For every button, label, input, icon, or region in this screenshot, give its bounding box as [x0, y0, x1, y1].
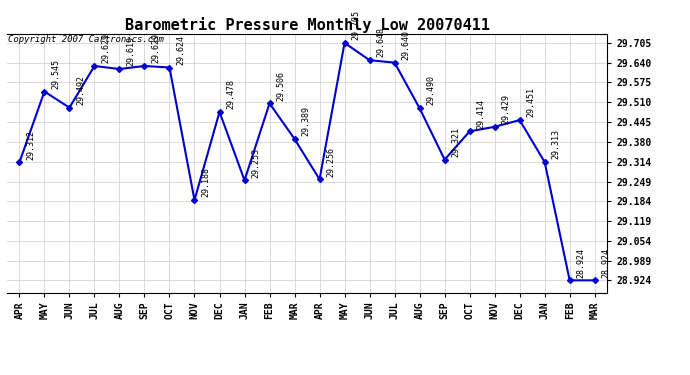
- Text: 29.490: 29.490: [426, 75, 435, 105]
- Text: 29.256: 29.256: [326, 147, 335, 177]
- Text: 28.924: 28.924: [577, 248, 586, 278]
- Text: 29.545: 29.545: [51, 59, 60, 89]
- Text: 29.629: 29.629: [151, 33, 160, 63]
- Text: 29.640: 29.640: [402, 30, 411, 60]
- Text: 29.429: 29.429: [502, 94, 511, 124]
- Text: 29.253: 29.253: [251, 147, 260, 177]
- Text: 29.492: 29.492: [77, 75, 86, 105]
- Text: 29.321: 29.321: [451, 127, 460, 157]
- Text: 29.414: 29.414: [477, 99, 486, 129]
- Text: Copyright 2007 Cartronics.com: Copyright 2007 Cartronics.com: [8, 35, 164, 44]
- Text: 29.389: 29.389: [302, 106, 310, 136]
- Text: 29.648: 29.648: [377, 27, 386, 57]
- Text: 29.478: 29.478: [226, 79, 235, 109]
- Text: 29.188: 29.188: [201, 167, 210, 197]
- Text: 29.506: 29.506: [277, 70, 286, 100]
- Text: 29.619: 29.619: [126, 36, 135, 66]
- Text: 29.624: 29.624: [177, 35, 186, 65]
- Text: 29.451: 29.451: [526, 87, 535, 117]
- Text: 29.312: 29.312: [26, 130, 35, 160]
- Text: 29.629: 29.629: [101, 33, 110, 63]
- Text: 28.924: 28.924: [602, 248, 611, 278]
- Text: 29.705: 29.705: [351, 10, 360, 40]
- Text: 29.313: 29.313: [551, 129, 560, 159]
- Title: Barometric Pressure Monthly Low 20070411: Barometric Pressure Monthly Low 20070411: [125, 16, 489, 33]
